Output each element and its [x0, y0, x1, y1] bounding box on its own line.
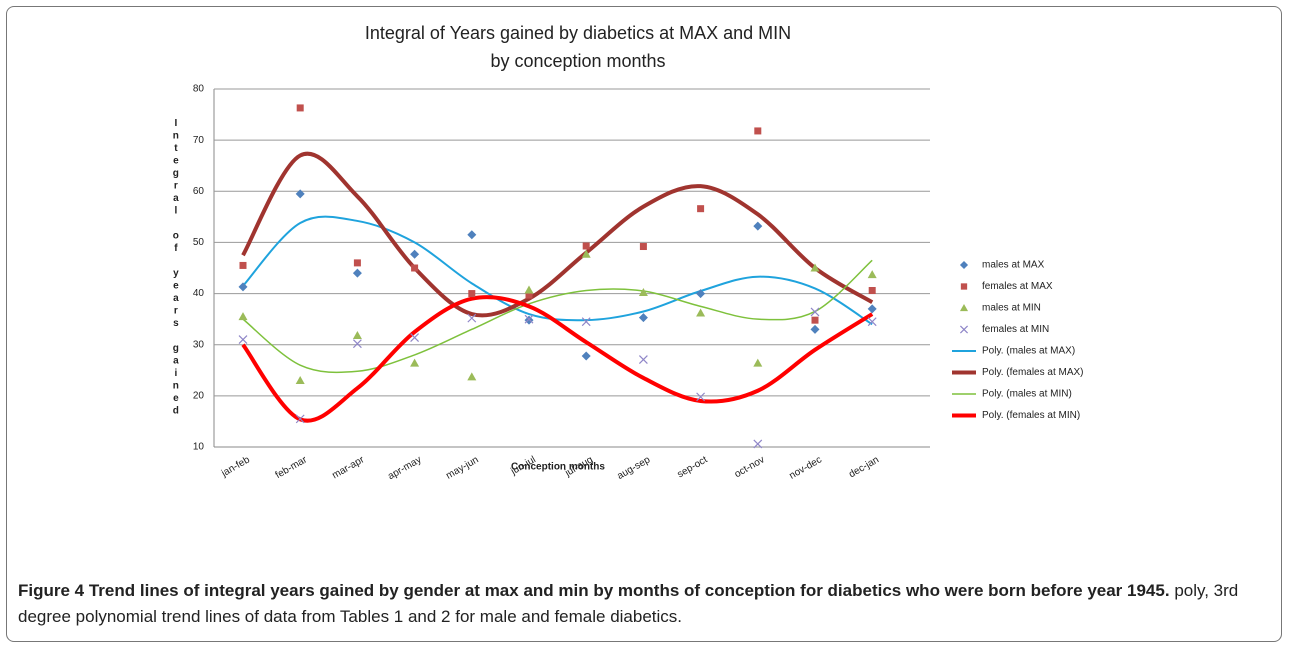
x-tick-label: may-jun	[444, 454, 480, 481]
point	[467, 372, 477, 381]
point	[581, 317, 591, 327]
legend-label: males at MAX	[982, 260, 1045, 271]
x-tick-label: jun-jul	[508, 454, 537, 477]
point	[754, 127, 762, 135]
x-tick-label: sep-oct	[676, 454, 710, 480]
point	[582, 242, 590, 250]
point	[810, 324, 820, 334]
point	[753, 358, 763, 367]
y-tick-label: 50	[193, 237, 205, 248]
y-tick-label: 10	[193, 442, 205, 453]
x-tick-label: nov-dec	[788, 454, 824, 481]
point	[410, 249, 420, 259]
caption-label: Figure 4	[18, 581, 85, 600]
point	[697, 205, 705, 213]
point	[352, 339, 362, 349]
legend-label: Poly. (males at MAX)	[982, 346, 1075, 357]
point	[353, 259, 361, 267]
x-tick-label: aug-sep	[615, 454, 652, 482]
point	[238, 282, 248, 292]
y-tick-label: 70	[193, 135, 205, 146]
x-axis-label: Conception months	[511, 462, 605, 473]
point	[638, 288, 648, 297]
chart-title: Integral of Years gained by diabetics at…	[365, 23, 791, 43]
point	[811, 316, 819, 324]
point	[238, 335, 248, 345]
point	[867, 304, 877, 314]
y-tick-label: 80	[193, 84, 205, 95]
point	[524, 315, 534, 325]
point	[638, 355, 648, 364]
point	[295, 376, 305, 385]
legend-label: Poly. (females at MAX)	[982, 367, 1084, 378]
trend-line	[242, 215, 873, 326]
x-tick-label: apr-may	[386, 454, 423, 482]
point	[753, 221, 763, 231]
point	[410, 333, 420, 342]
chart: Integral of Years gained by diabetics at…	[170, 23, 1084, 482]
legend-label: females at MIN	[982, 324, 1049, 335]
x-tick-label: oct-nov	[733, 454, 767, 480]
point	[352, 268, 362, 278]
trend-line	[242, 259, 873, 374]
point	[810, 263, 820, 272]
point	[696, 392, 706, 402]
point	[410, 358, 420, 367]
point	[467, 313, 477, 323]
trend-line	[241, 295, 874, 423]
point	[239, 261, 247, 269]
point	[296, 104, 304, 112]
legend-swatch	[959, 325, 969, 334]
point	[524, 314, 534, 324]
point	[696, 308, 706, 317]
point	[810, 307, 820, 317]
y-tick-label: 20	[193, 390, 205, 401]
point	[867, 270, 877, 279]
y-tick-label: 40	[193, 288, 205, 299]
caption-title: Trend lines of integral years gained by …	[88, 581, 1170, 600]
x-tick-label: jan-feb	[219, 454, 252, 480]
point	[295, 414, 305, 424]
point	[238, 312, 248, 321]
figure-frame	[6, 6, 1282, 642]
caption: Figure 4 Trend lines of integral years g…	[18, 578, 1268, 630]
x-tick-label: dec-jan	[847, 454, 881, 480]
legend-swatch	[960, 283, 968, 290]
x-tick-label: feb-mar	[274, 454, 310, 481]
chart-title: by conception months	[490, 51, 665, 71]
legend-swatch	[959, 303, 969, 312]
point	[868, 287, 876, 295]
point	[295, 189, 305, 199]
point	[696, 289, 706, 299]
legend-label: Poly. (males at MIN)	[982, 389, 1072, 400]
point	[525, 291, 533, 299]
point	[524, 285, 534, 294]
y-tick-label: 60	[193, 186, 205, 197]
point	[638, 313, 648, 323]
legend-label: males at MIN	[982, 303, 1041, 314]
point	[581, 351, 591, 361]
legend-label: Poly. (females at MIN)	[982, 410, 1080, 421]
trend-line	[241, 151, 874, 318]
legend-swatch	[959, 260, 969, 270]
point	[352, 331, 362, 340]
y-axis-label: Integral of years gained	[170, 118, 181, 418]
point	[581, 249, 591, 258]
point	[468, 290, 476, 298]
y-tick-label: 30	[193, 339, 205, 350]
point	[753, 439, 763, 449]
caption-text: poly, 3rd degree polynomial trend lines …	[18, 581, 1239, 626]
point	[467, 230, 477, 240]
x-tick-label: mar-apr	[330, 454, 366, 481]
point	[639, 243, 647, 251]
point	[867, 317, 877, 327]
point	[411, 264, 419, 272]
legend-label: females at MAX	[982, 281, 1053, 292]
